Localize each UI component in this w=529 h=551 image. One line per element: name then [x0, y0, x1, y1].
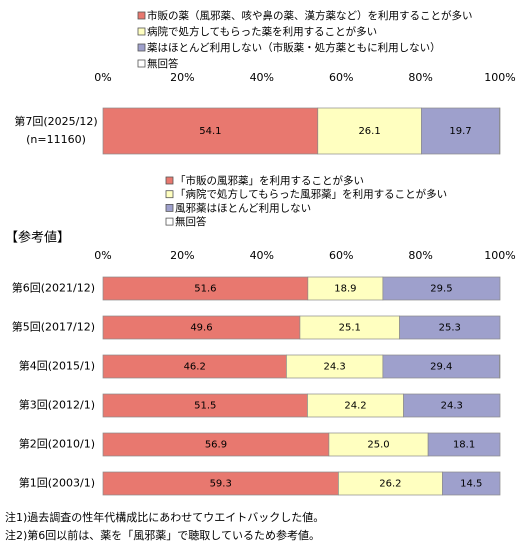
sample-size: (n=11160): [26, 133, 86, 146]
bar-segment: [317, 107, 422, 155]
category-label: 第6回(2021/12): [12, 281, 95, 295]
legend-label: 「病院で処方してもらった風邪薬」を利用することが多い: [175, 188, 447, 201]
bar-segment: [421, 107, 500, 155]
legend-label: 薬はほとんど利用しない（市販薬・処方薬ともに利用しない）: [147, 41, 441, 54]
legend-label: 風邪薬はほとんど利用しない: [175, 202, 311, 214]
value-label: 26.2: [379, 479, 401, 490]
bar-segment: [102, 107, 319, 155]
value-label: 56.9: [205, 440, 227, 451]
value-label: 25.0: [367, 440, 389, 451]
legend-swatch: [137, 43, 146, 52]
x-tick-label: 0%: [94, 249, 111, 262]
x-tick-label: 80%: [408, 249, 432, 262]
legend-label: 「市販の風邪薬」を利用することが多い: [175, 174, 364, 187]
value-label: 51.5: [194, 401, 216, 412]
x-tick-label: 40%: [250, 249, 274, 262]
value-label: 49.6: [190, 323, 212, 334]
bar-segment: [382, 276, 501, 301]
value-label: 54.1: [199, 126, 221, 137]
x-tick-label: 40%: [250, 71, 274, 84]
x-tick-label: 80%: [408, 71, 432, 84]
value-label: 29.5: [430, 284, 452, 295]
legend: 「市販の風邪薬」を利用することが多い「病院で処方してもらった風邪薬」を利用するこ…: [165, 174, 447, 228]
value-label: 19.7: [449, 126, 471, 137]
legend-swatch: [165, 190, 174, 199]
x-tick-label: 100%: [484, 71, 515, 84]
legend-label: 無回答: [147, 57, 179, 70]
value-label: 24.3: [441, 401, 463, 412]
x-tick-label: 0%: [94, 71, 111, 84]
legend-swatch: [137, 11, 146, 20]
legend-label: 無回答: [175, 215, 207, 228]
bar-segment: [399, 315, 501, 340]
value-label: 25.3: [439, 323, 461, 334]
value-label: 14.5: [460, 479, 482, 490]
x-tick-label: 60%: [329, 249, 353, 262]
category-label: 第1回(2003/1): [19, 476, 95, 490]
value-label: 51.6: [194, 284, 216, 295]
bar-segment: [403, 393, 501, 418]
value-label: 24.3: [324, 362, 346, 373]
value-label: 29.4: [430, 362, 452, 373]
x-tick-label: 100%: [484, 249, 515, 262]
note: 注1)過去調査の性年代構成比にあわせてウエイトバックした値。: [5, 510, 324, 524]
x-tick-label: 20%: [170, 71, 194, 84]
category-label: 第3回(2012/1): [19, 398, 95, 412]
bar-segment: [427, 432, 501, 457]
value-label: 18.1: [453, 440, 475, 451]
legend-swatch: [137, 59, 146, 68]
note: 注2)第6回以前は、薬を「風邪薬」で聴取しているため参考値。: [5, 528, 320, 542]
category-label: 第5回(2017/12): [12, 320, 95, 334]
x-tick-label: 60%: [329, 71, 353, 84]
legend-swatch: [165, 217, 174, 226]
value-label: 26.1: [358, 126, 380, 137]
chart-title: 【参考値】: [5, 230, 70, 246]
value-label: 25.1: [339, 323, 361, 334]
category-label: 第4回(2015/1): [19, 359, 95, 373]
legend-label: 市販の薬（風邪薬、咳や鼻の薬、漢方薬など）を利用することが多い: [147, 9, 473, 22]
legend-swatch: [165, 176, 174, 185]
value-label: 18.9: [334, 284, 356, 295]
legend: 市販の薬（風邪薬、咳や鼻の薬、漢方薬など）を利用することが多い病院で処方してもら…: [137, 9, 473, 70]
value-label: 59.3: [210, 479, 232, 490]
value-label: 24.2: [344, 401, 366, 412]
category-label: 第2回(2010/1): [19, 437, 95, 451]
bar-segment: [442, 471, 501, 496]
legend-label: 病院で処方してもらった薬を利用することが多い: [147, 25, 377, 38]
category-label: 第7回(2025/12): [14, 114, 97, 128]
legend-swatch: [137, 27, 146, 36]
x-tick-label: 20%: [170, 249, 194, 262]
value-label: 46.2: [184, 362, 206, 373]
legend-swatch: [165, 203, 174, 212]
